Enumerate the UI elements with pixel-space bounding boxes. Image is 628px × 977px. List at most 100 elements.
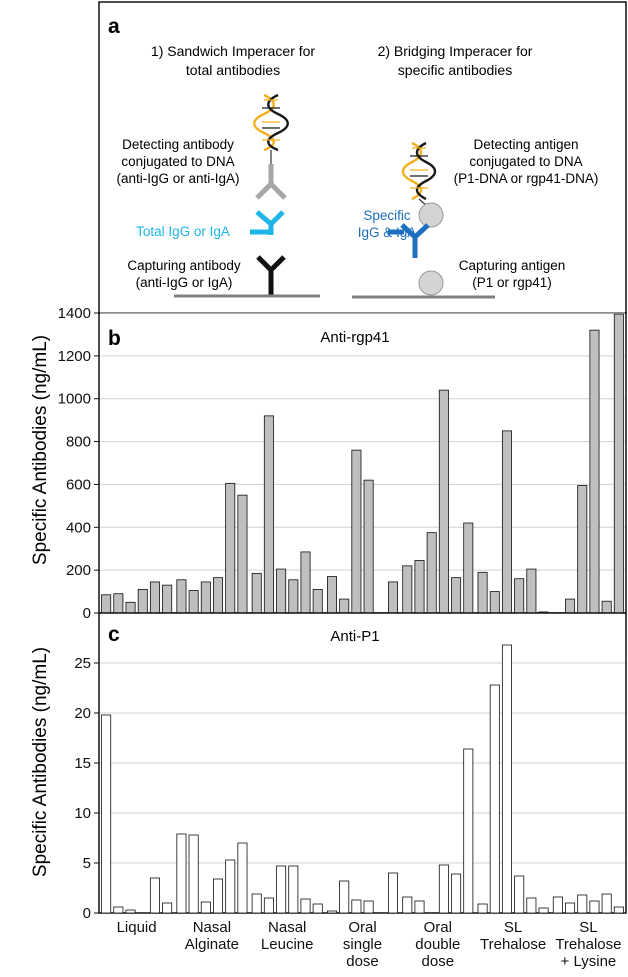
bar xyxy=(477,903,488,914)
panel-c-y-tick-labels: 0 5 10 15 20 25 xyxy=(74,655,99,922)
bar xyxy=(326,910,337,914)
bar xyxy=(526,897,537,914)
capturing-antigen-bead-icon xyxy=(418,270,444,296)
detecting-antigen-bead-icon xyxy=(418,202,444,228)
bar xyxy=(276,865,287,914)
left-detect-line1: Detecting antibody xyxy=(122,137,234,152)
panel-b-border xyxy=(98,312,627,614)
bar xyxy=(312,589,323,614)
bar xyxy=(113,906,124,914)
bar xyxy=(213,577,224,614)
x-tick-label: SL xyxy=(579,919,597,936)
bar xyxy=(426,532,437,614)
left-title-line2: total antibodies xyxy=(186,62,280,78)
x-tick-label: dose xyxy=(422,953,455,970)
y-tick-label: 5 xyxy=(83,855,91,872)
right-detect-line1: Detecting antigen xyxy=(473,137,578,152)
bar xyxy=(589,900,600,914)
y-tick-label: 1200 xyxy=(58,348,91,365)
bar xyxy=(339,598,350,614)
bar xyxy=(589,329,600,614)
x-tick-label: SL xyxy=(504,919,522,936)
bar xyxy=(565,598,576,614)
x-tick-label: + Lysine xyxy=(561,953,617,970)
bar xyxy=(514,875,525,914)
x-tick-label: single xyxy=(343,936,382,953)
left-total-label: Total IgG or IgA xyxy=(136,224,230,239)
bar xyxy=(351,899,362,914)
right-dna-helix-icon xyxy=(401,141,437,201)
bar xyxy=(225,482,236,614)
bar xyxy=(326,576,337,614)
left-title-line1: 1) Sandwich Imperacer for xyxy=(151,43,316,59)
y-tick-label: 200 xyxy=(66,562,91,579)
capturing-antibody-icon xyxy=(256,255,286,296)
bar xyxy=(176,833,187,914)
x-tick-label: Oral xyxy=(348,919,376,936)
bar xyxy=(200,901,211,914)
bar xyxy=(213,878,224,914)
bar xyxy=(288,865,299,914)
total-antibody-icon xyxy=(250,210,285,235)
bar xyxy=(387,872,398,914)
y-tick-label: 1400 xyxy=(58,305,91,322)
bar xyxy=(613,906,624,914)
bar xyxy=(251,893,262,914)
bar xyxy=(188,590,199,614)
x-tick-label: double xyxy=(415,936,460,953)
x-tick-label: Liquid xyxy=(117,919,157,936)
panel-b-gridlines xyxy=(100,312,625,571)
x-tick-label: Trehalose xyxy=(480,936,546,953)
panel-b-chart: 0 200 400 600 800 1000 1200 1400 b Anti-rgp41 S… xyxy=(30,305,627,622)
x-tick-label: Leucine xyxy=(261,936,314,953)
y-tick-label: 0 xyxy=(83,905,91,922)
bar xyxy=(438,864,449,914)
panel-c-label: c xyxy=(108,623,120,646)
bar xyxy=(113,593,124,614)
x-tick-label: dose xyxy=(346,953,379,970)
bar xyxy=(463,522,474,614)
panel-b-y-axis-label: Specific Antibodies (ng/mL) xyxy=(30,335,51,565)
bar xyxy=(501,430,512,614)
bar xyxy=(387,581,398,614)
y-tick-label: 600 xyxy=(66,476,91,493)
panel-b-y-tick-labels: 0 200 400 600 800 1000 1200 1400 xyxy=(58,305,99,622)
panel-a-label: a xyxy=(108,15,120,38)
y-tick-label: 0 xyxy=(83,605,91,622)
bar xyxy=(125,601,136,614)
bar xyxy=(402,896,413,914)
bar xyxy=(251,572,262,614)
x-tick-label: Nasal xyxy=(193,919,231,936)
y-tick-label: 25 xyxy=(74,655,91,672)
x-tick-label: Alginate xyxy=(185,936,239,953)
bar xyxy=(237,494,248,614)
bar xyxy=(526,568,537,614)
bar xyxy=(351,449,362,614)
specific-antibody-icon xyxy=(388,223,430,258)
bar xyxy=(613,313,624,614)
panel-a-schematic: a 1) Sandwich Imperacer for total antibo… xyxy=(98,1,627,314)
y-tick-label: 1000 xyxy=(58,391,91,408)
left-capture-line2: (anti-IgG or IgA) xyxy=(136,275,233,290)
bar xyxy=(565,902,576,914)
panel-b-title: Anti-rgp41 xyxy=(320,329,389,346)
bar xyxy=(363,479,374,614)
bar xyxy=(149,877,160,914)
right-title-line1: 2) Bridging Imperacer for xyxy=(378,43,533,59)
panel-a-border xyxy=(98,1,627,314)
bar xyxy=(363,900,374,914)
bar xyxy=(538,907,549,914)
bar xyxy=(489,684,500,914)
bar xyxy=(451,577,462,614)
bar xyxy=(288,579,299,614)
bar xyxy=(477,571,488,614)
bar xyxy=(101,714,112,914)
left-dna-helix-icon xyxy=(253,93,289,152)
bar xyxy=(162,584,173,614)
detecting-antibody-icon xyxy=(255,164,287,200)
bar xyxy=(463,748,474,914)
bar xyxy=(162,902,173,914)
panel-c-chart: 0 5 10 15 20 25 c Anti-P1 Specific Antibodies… xyxy=(30,612,627,922)
bar xyxy=(438,389,449,614)
bar xyxy=(501,644,512,914)
